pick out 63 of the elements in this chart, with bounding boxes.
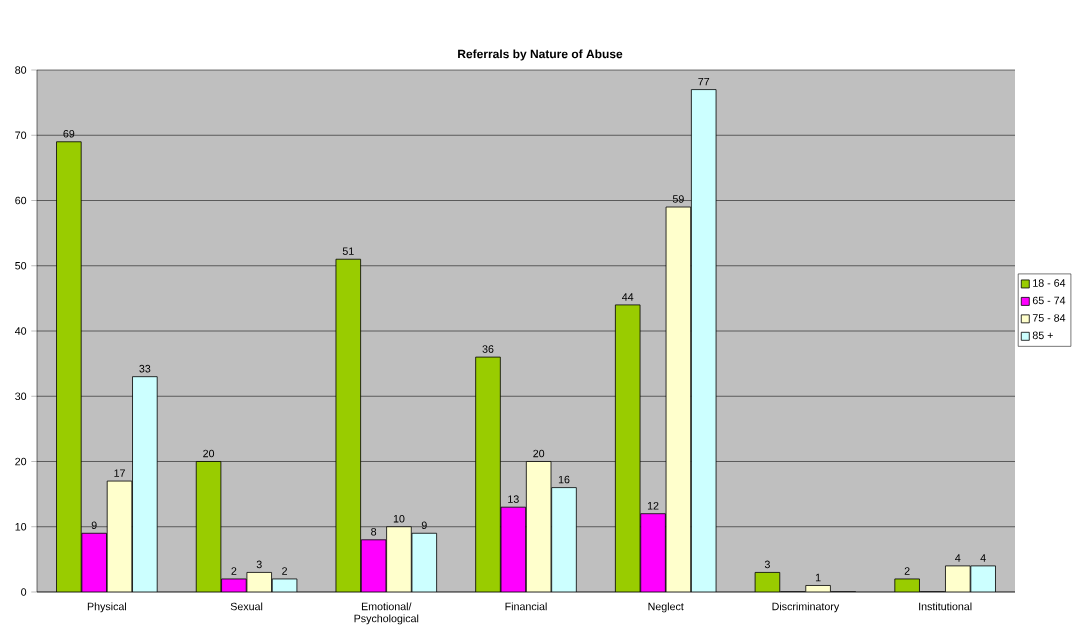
data-label: 4 <box>980 554 986 562</box>
x-tick-label: Sexual <box>230 602 263 611</box>
data-label: 1 <box>815 573 821 582</box>
y-tick-label: 40 <box>14 327 27 335</box>
data-label: 9 <box>421 521 427 530</box>
y-tick-label: 20 <box>15 457 27 466</box>
bar <box>475 356 501 592</box>
bar <box>411 532 438 592</box>
bar <box>640 513 666 592</box>
data-label: 59 <box>672 195 684 203</box>
x-tick-label: Physical <box>87 602 126 613</box>
data-label: 3 <box>764 560 770 569</box>
data-label: 3 <box>256 560 262 569</box>
x-tick-label: Institutional <box>919 602 972 611</box>
y-tick-label: 10 <box>15 522 27 531</box>
y-tick-label: 80 <box>15 66 27 74</box>
data-label: 10 <box>393 514 405 523</box>
bar <box>56 141 82 592</box>
y-tick-label: 60 <box>15 196 27 205</box>
data-label: 20 <box>203 449 215 458</box>
bar <box>81 532 107 592</box>
y-tick-label: 30 <box>15 392 27 401</box>
data-label: 2 <box>231 567 237 575</box>
data-label: 2 <box>282 567 287 575</box>
data-label: 33 <box>139 364 151 373</box>
data-label: 51 <box>342 247 354 255</box>
y-tick-label: 50 <box>15 261 27 270</box>
y-tick-label: 70 <box>15 131 27 140</box>
bar <box>132 376 158 592</box>
bar <box>386 526 412 592</box>
data-label: 4 <box>955 554 961 562</box>
bar <box>665 206 692 592</box>
x-tick-label: Neglect <box>648 602 684 613</box>
bar <box>360 539 387 592</box>
data-label: 36 <box>482 345 494 353</box>
data-label: 13 <box>508 495 519 503</box>
data-label: 8 <box>371 527 377 536</box>
bar <box>690 89 717 592</box>
data-label: 77 <box>698 77 710 86</box>
data-label: 17 <box>114 469 125 477</box>
data-label: 20 <box>533 449 545 458</box>
legend-label: 65 - 74 <box>1032 296 1066 305</box>
data-label: 9 <box>91 521 97 530</box>
x-tick-label: Financial <box>505 602 547 611</box>
legend-label: 85 + <box>1032 331 1053 340</box>
data-label: 44 <box>622 293 634 301</box>
data-label: 69 <box>63 129 75 138</box>
y-tick-label: 0 <box>21 588 27 596</box>
bar <box>195 461 222 592</box>
legend-label: 18 - 64 <box>1033 279 1066 287</box>
x-tick-label: Discriminatory <box>772 602 840 613</box>
legend-label: 75 - 84 <box>1032 314 1066 322</box>
bar <box>551 487 577 592</box>
data-label: 16 <box>558 475 570 484</box>
data-label: 2 <box>904 567 910 575</box>
x-tick-label: Emotional/ Psychological <box>354 602 419 625</box>
chart-title: Referrals by Nature of Abuse <box>458 49 623 61</box>
bar <box>614 304 641 592</box>
bar <box>525 461 552 592</box>
bar <box>106 480 133 592</box>
bar <box>500 506 527 592</box>
data-label: 12 <box>647 501 659 510</box>
bar <box>335 258 362 592</box>
